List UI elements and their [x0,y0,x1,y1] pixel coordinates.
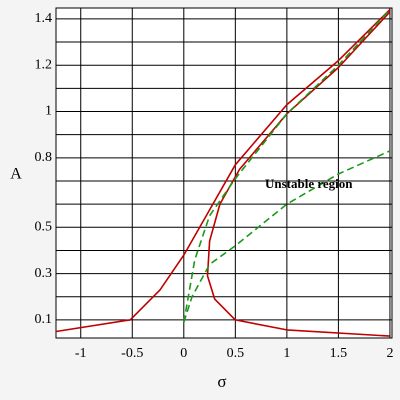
x-tick-label: -1 [75,346,87,361]
plot-frame [55,7,393,339]
x-axis-label: σ [217,372,226,391]
x-tick-label: 0 [180,346,187,361]
annotation: Unstable region [265,176,353,191]
y-tick-label: 1 [45,104,52,119]
y-tick-label: 1.4 [35,11,53,26]
y-tick-label: 0.3 [35,266,53,281]
y-tick-label: 0.5 [35,220,53,235]
curve [206,11,391,337]
y-tick-label: 0.8 [35,150,53,165]
x-tick-label: 1 [283,346,290,361]
curve [55,9,391,333]
y-tick-label: 1.2 [35,57,53,72]
x-tick-label: 0.5 [227,346,245,361]
x-tick-label: 2 [386,346,393,361]
x-tick-label: -0.5 [121,346,143,361]
x-tick-label: 1.5 [330,346,348,361]
y-tick-label: 0.1 [35,312,53,327]
curve [183,150,391,323]
y-axis-label: A [10,166,22,183]
curve [183,9,391,323]
